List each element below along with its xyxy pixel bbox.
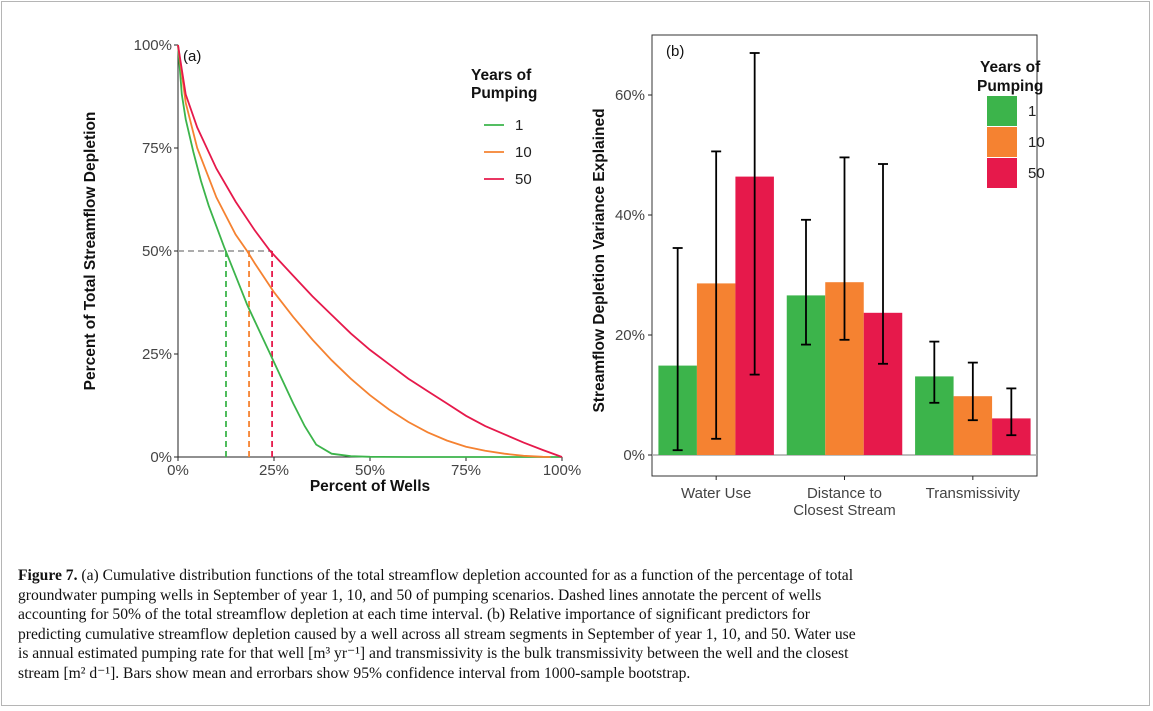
panel-a-x-axis-title: Percent of Wells	[310, 478, 430, 495]
caption-line: predicting cumulative streamflow depleti…	[18, 625, 856, 643]
panel-b-legend-title: Pumping	[977, 78, 1043, 95]
panel-a-label: (a)	[183, 48, 201, 65]
panel-a-legend-title: Pumping	[471, 85, 537, 102]
panel-a-legend-title: Years of	[471, 67, 532, 84]
panel-a-x-tick-label: 50%	[355, 462, 385, 479]
panel-b-y-axis-title: Streamflow Depletion Variance Explained	[591, 108, 608, 412]
caption-label: Figure 7.	[18, 567, 78, 584]
panel-b-y-tick-label: 40%	[615, 207, 645, 224]
panel-a-y-tick-label: 50%	[142, 243, 172, 260]
panel-a-y-tick-label: 100%	[134, 37, 172, 54]
panel-a-legend-label: 50	[515, 171, 532, 188]
caption-line: (a) Cumulative distribution functions of…	[77, 567, 854, 584]
caption-line: is annual estimated pumping rate for tha…	[18, 645, 849, 662]
panel-b-y-tick-label: 20%	[615, 327, 645, 344]
panel-b-legend-label: 1	[1028, 103, 1036, 120]
panel-b-category-label: Water Use	[681, 485, 751, 502]
panel-a-y-tick-label: 25%	[142, 346, 172, 363]
panel-b-legend-label: 10	[1028, 134, 1045, 151]
panel-a-x-tick-label: 100%	[543, 462, 581, 479]
panel-a-x-tick-label: 75%	[451, 462, 481, 479]
panel-b-category-label: Closest Stream	[793, 502, 896, 519]
panel-b-legend-title: Years of	[980, 59, 1041, 76]
panel-b-legend-swatch	[987, 158, 1017, 188]
figure-caption: Figure 7. (a) Cumulative distribution fu…	[18, 566, 1138, 683]
panel-a-legend-label: 10	[515, 144, 532, 161]
panel-b-label: (b)	[666, 43, 684, 60]
panel-a-series-line	[177, 44, 551, 458]
panel-b-legend-swatch	[987, 127, 1017, 157]
panel-b-y-tick-label: 60%	[615, 87, 645, 104]
panel-b-legend-label: 50	[1028, 165, 1045, 182]
panel-a-x-tick-label: 0%	[167, 462, 189, 479]
panel-a-y-axis-title: Percent of Total Streamflow Depletion	[82, 112, 99, 391]
panel-b-category-label: Transmissivity	[926, 485, 1021, 502]
panel-a-series-line	[177, 44, 562, 458]
caption-line: stream [m² d⁻¹]. Bars show mean and erro…	[18, 664, 691, 682]
panel-b-legend-swatch	[987, 96, 1017, 126]
panel-a-series-line	[177, 44, 563, 458]
caption-line: accounting for 50% of the total streamfl…	[18, 606, 810, 623]
caption-line: groundwater pumping wells in September o…	[18, 586, 822, 604]
panel-a-y-tick-label: 75%	[142, 140, 172, 157]
figure-7-charts: 0%25%50%75%100%0% 25% 50% 75% 100%Percent of…	[82, 34, 1045, 519]
panel-b-category-label: Distance to	[807, 485, 882, 502]
panel-a-x-tick-label: 25%	[259, 462, 289, 479]
panel-b-y-tick-label: 0%	[623, 447, 645, 464]
panel-a-legend-label: 1	[515, 117, 523, 134]
panel-a-y-tick-label: 0%	[150, 449, 172, 466]
